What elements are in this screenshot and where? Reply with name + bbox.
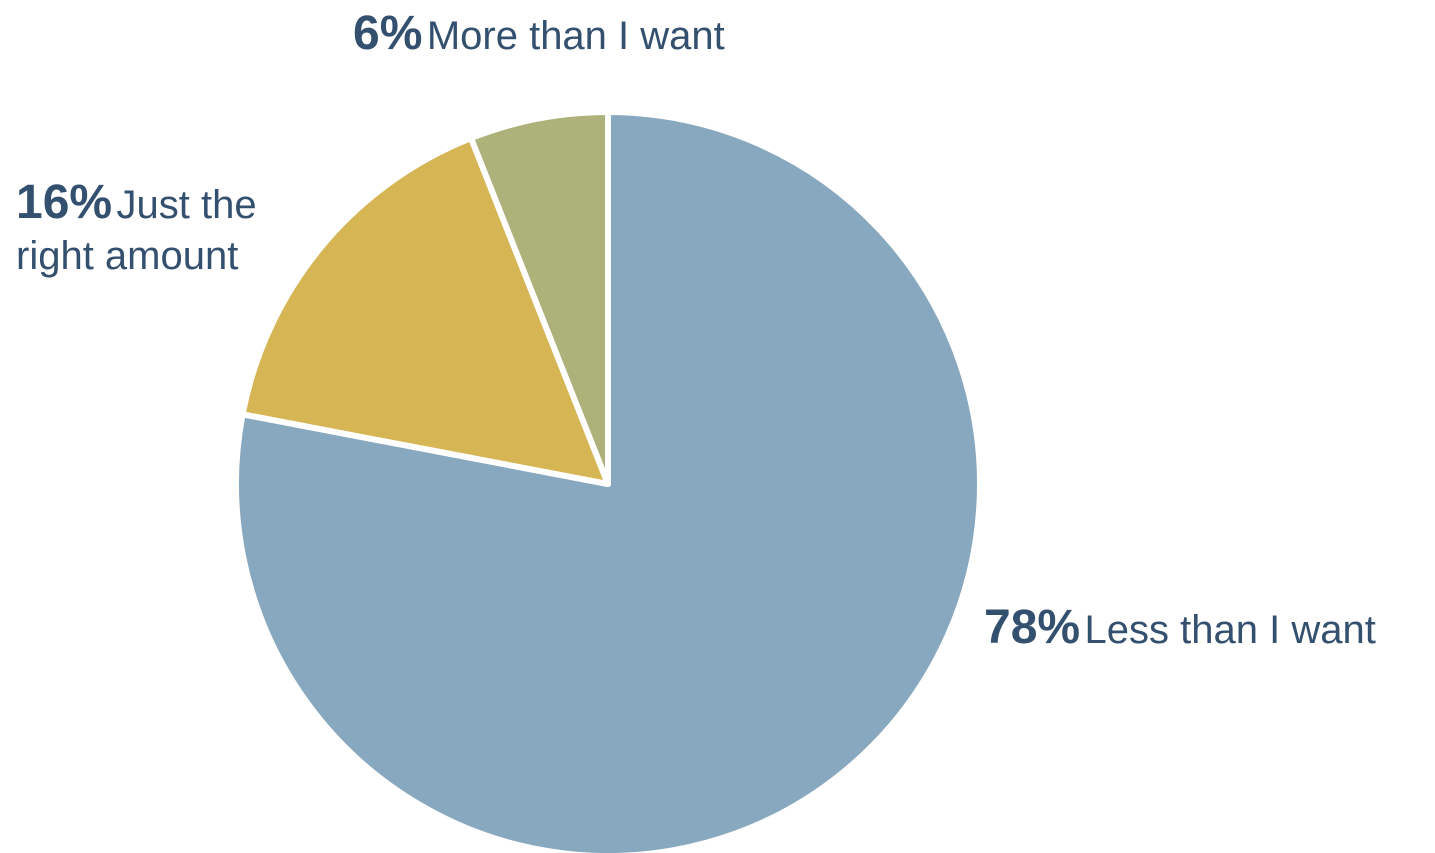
slice-category-line-1: Just the [116,183,257,227]
slice-category-line-2: right amount [16,233,239,278]
slice-category: More than I want [426,14,725,58]
slice-percent: 78% [984,601,1081,654]
pie-slice-less-than-i-want [233,109,983,853]
pie-slice-just-the-right-amount [239,135,611,487]
slice-label-just-the-right-amount: 16% Just the right amount [16,176,257,278]
slice-label-less-than-i-want: 78% Less than I want [984,601,1376,655]
slice-category: Less than I want [1084,608,1376,652]
slice-percent: 6% [353,7,423,60]
pie-slice-more-than-i-want [468,109,611,487]
slice-label-more-than-i-want: 6% More than I want [353,7,725,61]
slice-percent: 16% [16,176,113,229]
